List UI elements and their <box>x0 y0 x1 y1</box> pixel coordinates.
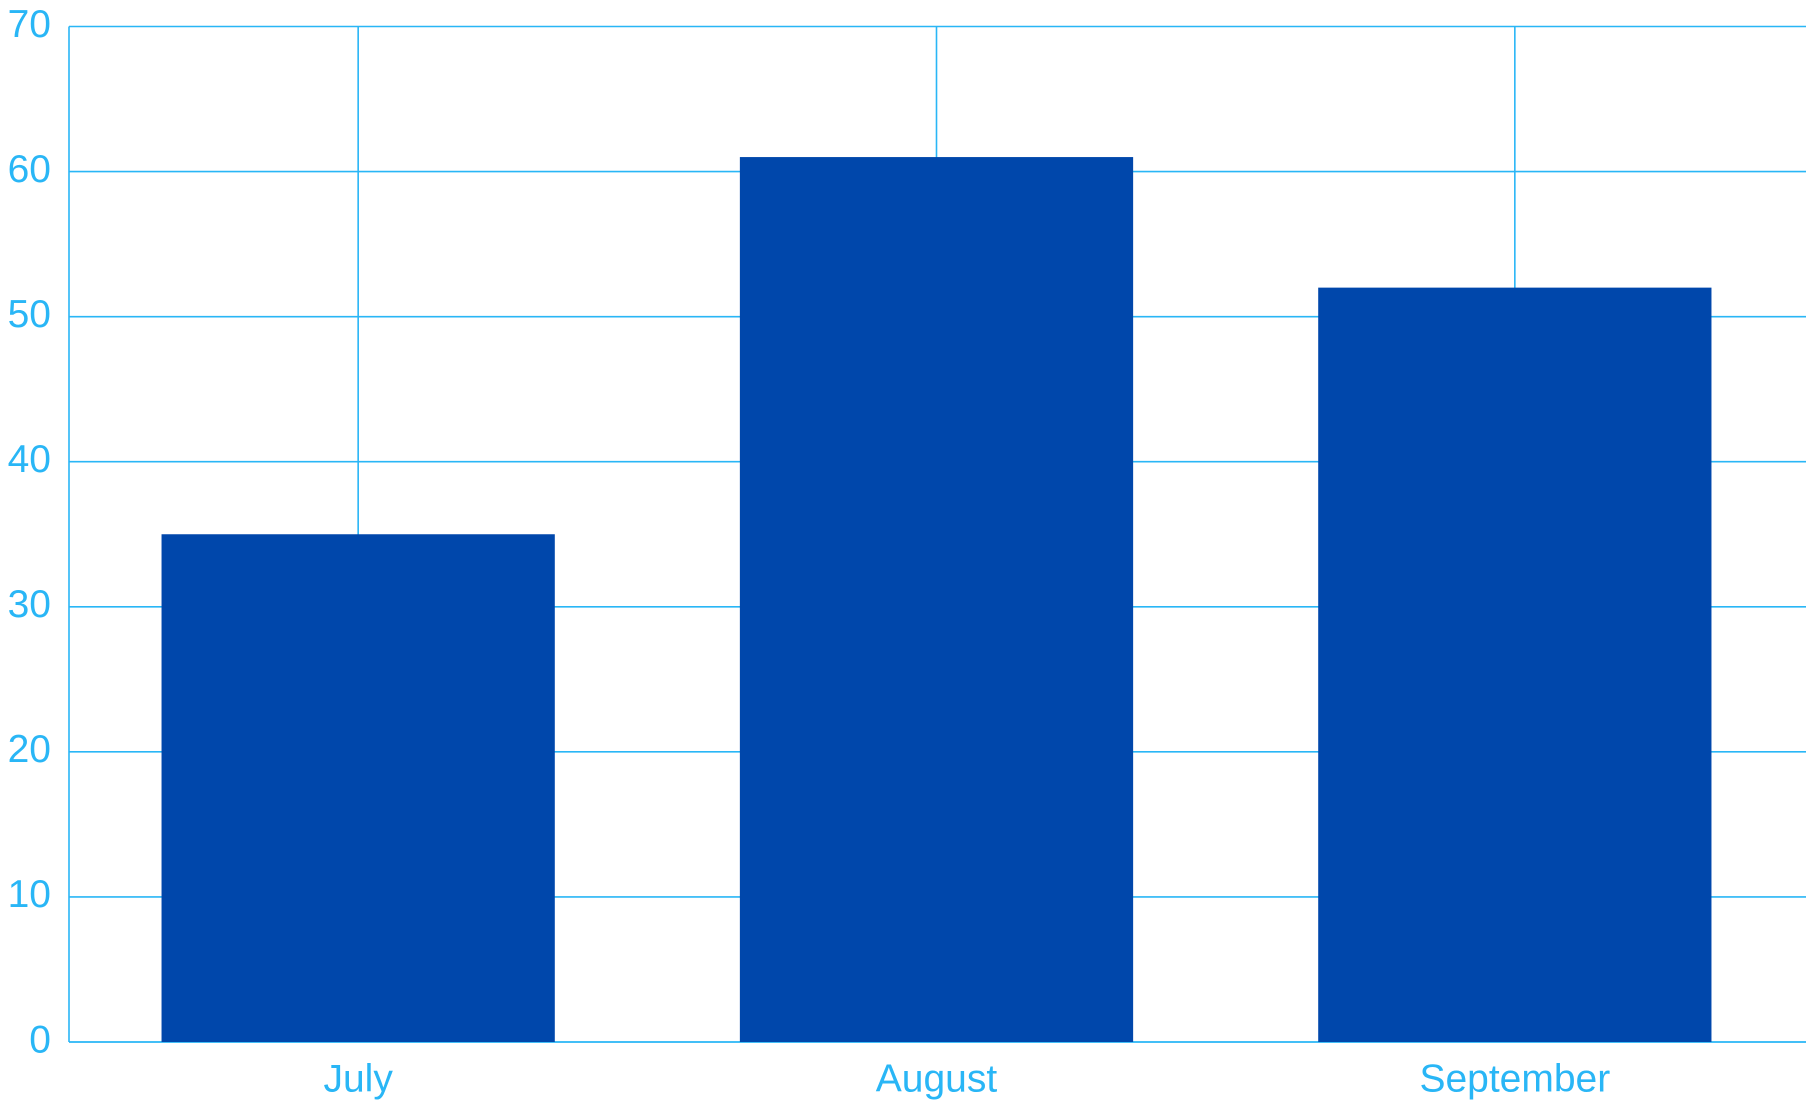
y-tick-label: 20 <box>8 728 51 771</box>
y-tick-label: 10 <box>8 873 51 916</box>
y-tick-label: 50 <box>8 293 51 336</box>
y-tick-label: 0 <box>29 1018 51 1061</box>
x-tick-label: July <box>323 1057 393 1100</box>
y-tick-label: 70 <box>8 3 51 46</box>
y-tick-label: 30 <box>8 583 51 626</box>
y-tick-label: 60 <box>8 148 51 191</box>
x-tick-label: August <box>876 1057 998 1100</box>
bar <box>1318 287 1712 1043</box>
x-tick-label: September <box>1419 1057 1610 1100</box>
bar <box>161 534 555 1042</box>
y-tick-label: 40 <box>8 438 51 481</box>
bar <box>739 157 1134 1043</box>
